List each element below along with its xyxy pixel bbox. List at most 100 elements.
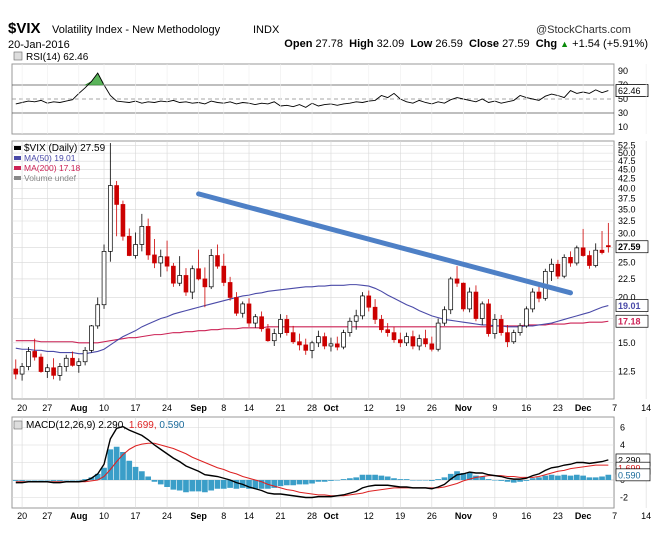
candle-up [278,319,283,334]
macd-histogram-bar [454,471,460,480]
x-axis-label-bottom: 9 [492,511,497,521]
candle-up [95,304,101,327]
candle-up [353,315,359,322]
candle-down [461,282,466,310]
macd-histogram-bar [69,480,76,481]
x-axis-label-top: Dec [575,403,592,413]
open-value: 27.78 [315,38,344,50]
macd-histogram-bar [101,467,107,480]
macd-histogram-bar [517,480,523,482]
candle-up [435,322,441,350]
macd-histogram-bar [592,477,599,480]
macd-histogram-bar [328,480,334,481]
candle-up [253,316,258,324]
macd-histogram-bar [555,475,561,480]
macd-histogram-bar [397,479,404,480]
macd-histogram-bar [315,480,322,482]
macd-histogram-bar [214,480,221,489]
macd-histogram-bar [19,480,25,481]
macd-histogram-bar [428,480,435,481]
x-axis-label-top: 14 [244,403,254,413]
macd-histogram-bar [126,460,133,480]
candle-up [26,351,31,367]
x-axis-label-top: 8 [221,403,226,413]
candle-down [391,332,397,341]
x-axis-label-bottom: Nov [455,511,472,521]
x-axis-label-top: 20 [17,403,27,413]
rsi-last-value-label: 62.46 [618,86,641,96]
macd-histogram-bar [50,480,57,481]
macd-histogram-bar [391,478,397,480]
macd-histogram-bar [252,480,259,489]
x-axis-label-top: 21 [276,403,286,413]
macd-title-hist: 0.590 [159,420,184,431]
candle-down [120,204,126,237]
legend-ma200-label: MA(200) 17.18 [24,163,80,173]
x-axis-label-bottom: 24 [162,511,172,521]
macd-histogram-bar [132,466,139,480]
candle-up [517,325,523,333]
macd-histogram-bar [573,474,580,480]
macd-title-signal: 1.699, [129,420,160,431]
candle-down [70,357,75,366]
candle-down [51,367,56,376]
macd-histogram-bar [403,479,410,480]
candle-down [145,226,151,256]
macd-histogram-bar [82,479,88,480]
macd-line [15,425,609,499]
candle-up [549,263,554,272]
x-axis-label-bottom: 21 [276,511,286,521]
chg-arrow-icon: ▲ [560,39,570,49]
macd-histogram-bar [183,480,189,493]
macd-histogram-bar [25,480,32,481]
symbol-title: $VIX [8,20,41,37]
macd-histogram-bar [479,476,486,480]
macd-histogram-bar [384,476,391,480]
x-axis-label-top: 24 [162,403,172,413]
macd-histogram-bar [94,473,101,480]
candle-up [177,275,182,284]
candle-up [524,308,529,327]
macd-histogram-bar [157,480,164,485]
candle-down [580,247,586,256]
price-tick-label: 32.5 [618,216,636,226]
macd-histogram-bar [372,474,378,480]
x-axis-label-bottom: 16 [521,511,531,521]
x-axis-label-bottom: Aug [70,511,88,521]
candle-down [322,336,327,347]
legend-ma200-icon [14,166,21,170]
candle-down [114,185,119,205]
macd-histogram-bar [31,480,38,481]
candle-up [82,349,88,363]
candle-up [442,309,447,324]
macd-histogram-bar [321,480,328,482]
x-axis-label-top: Aug [70,403,88,413]
candle-down [429,343,435,350]
macd-histogram-bar [271,480,278,488]
ma200-last-value-box [615,314,649,328]
macd-histogram-bar [466,473,473,480]
x-axis-label-bottom: 12 [364,511,374,521]
ohlc-summary: Open 27.78 High 32.09 Low 26.59 Close 27… [284,38,648,50]
macd-histogram-bar [510,480,517,483]
candle-up [467,291,472,310]
price-tick-label: 45.0 [618,165,636,175]
candle-up [492,319,498,334]
candle-up [404,336,409,344]
macd-histogram-bar [246,480,252,489]
candle-up [328,343,334,347]
macd-histogram-bar [561,474,568,480]
macd-histogram-bar [107,449,114,480]
candle-up [448,278,454,311]
candle-up [189,268,195,293]
candle-down [13,368,19,375]
price-tick-label: 52.5 [618,140,636,150]
legend-volume-label: Volume undef [24,173,77,183]
candle-down [505,332,510,343]
hist-last-value-box [615,468,651,482]
candle-up [309,342,315,351]
macd-last-value-label: 2.290 [618,455,641,465]
candle-down [536,291,542,299]
x-axis-label-top: 23 [553,403,563,413]
exchange-label: INDX [253,24,280,36]
